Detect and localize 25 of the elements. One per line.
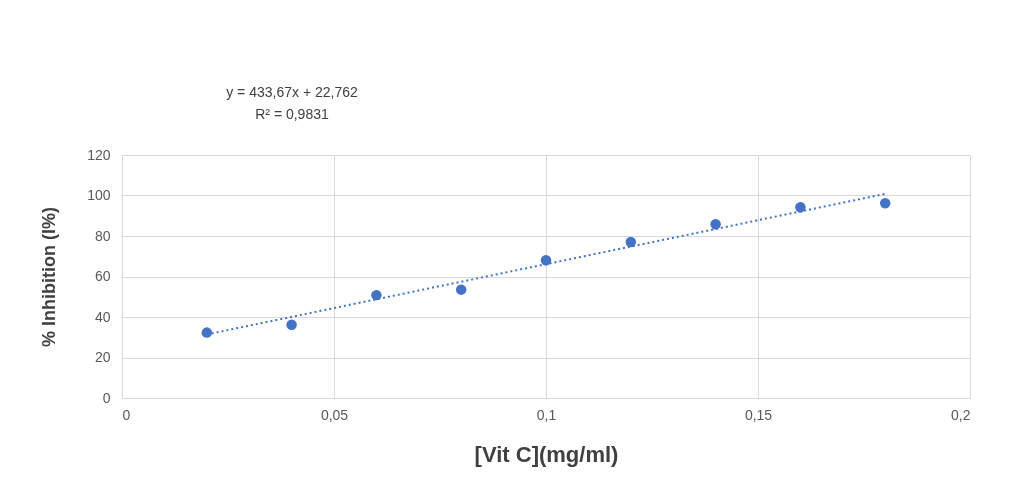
y-tick-label: 0 <box>102 389 111 406</box>
x-axis-title: [Vit C](mg/ml) <box>474 441 619 467</box>
y-tick-label: 120 <box>87 146 111 163</box>
x-tick-label: 0,1 <box>536 406 557 423</box>
x-tick-label: 0 <box>122 406 131 423</box>
y-tick-label: 100 <box>87 187 111 203</box>
text: y = 433,67x + 22,762 <box>226 84 358 100</box>
y-tick-label: 60 <box>94 268 111 284</box>
x-tick-label: 0,05 <box>320 406 349 423</box>
x-tick-label: 0,15 <box>744 406 773 423</box>
y-tick-label: 40 <box>94 308 111 325</box>
point <box>455 284 467 295</box>
x-tick-label: 0,2 <box>951 406 971 423</box>
y-axis-title: % Inhibition (I%) <box>39 207 60 347</box>
point <box>795 202 806 213</box>
point <box>625 236 637 248</box>
point <box>286 319 297 330</box>
y-tick-label: 80 <box>94 227 111 244</box>
text: R² = 0,9831 <box>255 106 329 122</box>
point <box>879 197 891 209</box>
point <box>540 255 552 266</box>
point <box>371 289 382 301</box>
y-tick-label: 20 <box>94 349 111 365</box>
point <box>201 327 213 338</box>
point <box>710 219 721 230</box>
